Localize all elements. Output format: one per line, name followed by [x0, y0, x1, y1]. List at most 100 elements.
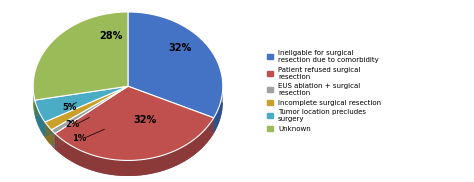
Polygon shape	[131, 160, 134, 176]
Polygon shape	[45, 102, 128, 145]
Polygon shape	[76, 149, 79, 165]
Polygon shape	[65, 142, 67, 159]
Polygon shape	[211, 120, 213, 137]
Polygon shape	[91, 155, 94, 171]
Polygon shape	[208, 124, 209, 142]
Text: 5%: 5%	[62, 103, 76, 112]
Polygon shape	[162, 155, 164, 171]
Polygon shape	[217, 111, 218, 128]
Text: 32%: 32%	[133, 115, 157, 125]
Polygon shape	[199, 134, 201, 151]
Polygon shape	[175, 150, 177, 166]
Text: 1%: 1%	[72, 134, 86, 143]
Polygon shape	[155, 157, 157, 173]
Polygon shape	[94, 155, 96, 172]
Polygon shape	[45, 86, 128, 130]
Polygon shape	[100, 157, 103, 173]
Polygon shape	[210, 121, 211, 139]
Polygon shape	[196, 136, 198, 153]
Polygon shape	[71, 145, 73, 162]
Polygon shape	[169, 152, 171, 169]
Polygon shape	[181, 147, 183, 163]
Polygon shape	[148, 158, 151, 174]
Text: 28%: 28%	[99, 31, 123, 41]
Polygon shape	[87, 153, 89, 169]
Polygon shape	[153, 157, 155, 173]
Polygon shape	[157, 156, 160, 172]
Text: 2%: 2%	[66, 120, 80, 129]
Polygon shape	[198, 135, 199, 152]
Polygon shape	[62, 139, 63, 156]
Polygon shape	[187, 143, 189, 160]
Polygon shape	[216, 113, 217, 130]
Polygon shape	[215, 114, 216, 132]
Polygon shape	[128, 102, 223, 133]
Polygon shape	[209, 123, 210, 140]
Text: 32%: 32%	[168, 43, 192, 53]
Polygon shape	[191, 141, 192, 157]
Polygon shape	[218, 107, 219, 125]
Polygon shape	[58, 136, 60, 153]
Polygon shape	[166, 153, 169, 170]
Polygon shape	[103, 158, 105, 174]
Polygon shape	[63, 140, 65, 157]
Polygon shape	[185, 144, 187, 161]
Polygon shape	[134, 160, 136, 176]
Polygon shape	[82, 151, 85, 168]
Polygon shape	[55, 102, 214, 176]
Polygon shape	[194, 138, 196, 155]
Polygon shape	[214, 116, 215, 133]
Legend: Ineligable for surgical
resection due to comorbidity, Patient refused surgical
r: Ineligable for surgical resection due to…	[267, 50, 381, 132]
Polygon shape	[73, 146, 74, 163]
Polygon shape	[122, 160, 124, 176]
Polygon shape	[192, 139, 194, 156]
Polygon shape	[110, 159, 112, 175]
Polygon shape	[35, 86, 128, 122]
Polygon shape	[108, 159, 110, 175]
Polygon shape	[173, 151, 175, 167]
Polygon shape	[179, 148, 181, 164]
Polygon shape	[220, 102, 221, 119]
Polygon shape	[205, 128, 207, 145]
Polygon shape	[146, 159, 148, 175]
Polygon shape	[96, 156, 98, 172]
Polygon shape	[189, 142, 191, 159]
Polygon shape	[177, 149, 179, 165]
Polygon shape	[207, 126, 208, 143]
Polygon shape	[67, 143, 69, 160]
Polygon shape	[164, 154, 166, 170]
Polygon shape	[98, 157, 100, 173]
Polygon shape	[119, 160, 122, 176]
Polygon shape	[139, 160, 141, 176]
Polygon shape	[33, 102, 128, 116]
Polygon shape	[202, 131, 204, 148]
Polygon shape	[127, 161, 129, 176]
Polygon shape	[69, 144, 71, 161]
Polygon shape	[183, 145, 185, 162]
Polygon shape	[151, 158, 153, 174]
Polygon shape	[105, 158, 108, 174]
Polygon shape	[112, 159, 115, 175]
Polygon shape	[55, 134, 56, 151]
Polygon shape	[81, 151, 82, 167]
Polygon shape	[35, 102, 128, 138]
Polygon shape	[204, 129, 205, 146]
Polygon shape	[51, 102, 128, 149]
Polygon shape	[115, 160, 117, 175]
Polygon shape	[51, 86, 128, 134]
Polygon shape	[55, 86, 214, 161]
Polygon shape	[56, 135, 58, 152]
Polygon shape	[124, 160, 127, 176]
Polygon shape	[74, 147, 76, 164]
Polygon shape	[171, 152, 173, 168]
Polygon shape	[144, 159, 146, 175]
Polygon shape	[136, 160, 139, 176]
Polygon shape	[129, 160, 131, 176]
Polygon shape	[89, 154, 91, 170]
Polygon shape	[117, 160, 119, 176]
Polygon shape	[128, 12, 223, 118]
Polygon shape	[160, 155, 162, 172]
Polygon shape	[219, 104, 220, 121]
Polygon shape	[33, 12, 128, 100]
Polygon shape	[213, 118, 214, 135]
